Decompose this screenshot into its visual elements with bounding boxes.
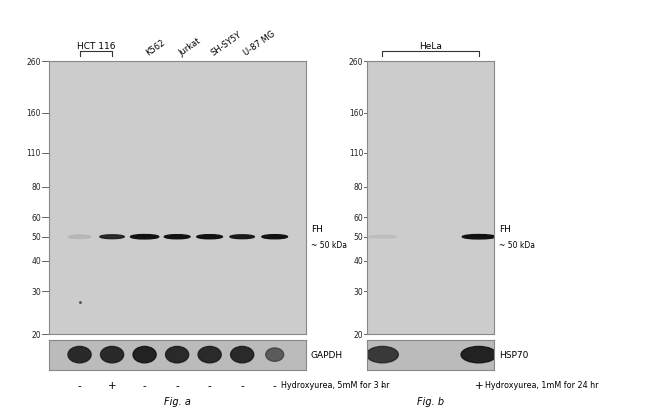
Text: -: - xyxy=(273,380,276,390)
Text: 110: 110 xyxy=(349,149,363,158)
Text: GAPDH: GAPDH xyxy=(311,350,343,359)
Text: HSP70: HSP70 xyxy=(499,350,528,359)
Text: ~ 50 kDa: ~ 50 kDa xyxy=(499,240,535,249)
Text: ~ 50 kDa: ~ 50 kDa xyxy=(311,240,346,249)
Text: 60: 60 xyxy=(31,213,41,222)
Text: Fig. a: Fig. a xyxy=(164,396,190,406)
Ellipse shape xyxy=(262,235,287,239)
Text: 80: 80 xyxy=(31,183,41,192)
Text: K562: K562 xyxy=(144,38,167,58)
Text: 30: 30 xyxy=(31,287,41,296)
Text: 160: 160 xyxy=(349,109,363,118)
Text: -: - xyxy=(240,380,244,390)
Ellipse shape xyxy=(198,347,221,363)
Ellipse shape xyxy=(131,235,159,240)
Text: Jurkat: Jurkat xyxy=(177,36,202,58)
Text: -: - xyxy=(143,380,146,390)
Text: +: + xyxy=(474,380,483,390)
Text: 30: 30 xyxy=(354,287,363,296)
Text: 110: 110 xyxy=(27,149,41,158)
Ellipse shape xyxy=(166,347,188,363)
Ellipse shape xyxy=(69,235,90,239)
Text: 80: 80 xyxy=(354,183,363,192)
Text: -: - xyxy=(78,380,81,390)
Text: 60: 60 xyxy=(354,213,363,222)
Ellipse shape xyxy=(367,347,398,363)
Text: SH-SY5Y: SH-SY5Y xyxy=(210,31,244,58)
Text: 20: 20 xyxy=(354,330,363,339)
Text: 40: 40 xyxy=(31,256,41,266)
Text: HeLa: HeLa xyxy=(419,41,442,50)
Text: 160: 160 xyxy=(27,109,41,118)
Ellipse shape xyxy=(100,235,124,239)
Text: U-87 MG: U-87 MG xyxy=(242,30,277,58)
Ellipse shape xyxy=(101,347,124,363)
Text: -: - xyxy=(176,380,179,390)
Text: 50: 50 xyxy=(31,233,41,242)
Ellipse shape xyxy=(68,347,91,363)
Ellipse shape xyxy=(197,235,222,239)
Ellipse shape xyxy=(231,347,254,363)
Ellipse shape xyxy=(369,236,396,239)
Ellipse shape xyxy=(230,235,254,239)
Text: Hydroxyurea, 1mM for 24 hr: Hydroxyurea, 1mM for 24 hr xyxy=(486,380,599,389)
Text: 260: 260 xyxy=(27,57,41,66)
Ellipse shape xyxy=(461,347,497,363)
Text: Fig. b: Fig. b xyxy=(417,396,444,406)
Text: Hydroxyurea, 5mM for 3 hr: Hydroxyurea, 5mM for 3 hr xyxy=(281,380,390,389)
Ellipse shape xyxy=(133,347,156,363)
Text: 260: 260 xyxy=(349,57,363,66)
Ellipse shape xyxy=(266,348,283,361)
Text: 20: 20 xyxy=(31,330,41,339)
Ellipse shape xyxy=(164,235,190,239)
Text: -: - xyxy=(381,380,384,390)
Text: FH: FH xyxy=(499,225,511,234)
Text: 40: 40 xyxy=(354,256,363,266)
Text: 50: 50 xyxy=(354,233,363,242)
Text: FH: FH xyxy=(311,225,322,234)
Text: HCT 116: HCT 116 xyxy=(77,41,115,50)
Ellipse shape xyxy=(462,235,495,240)
Text: +: + xyxy=(108,380,116,390)
Text: -: - xyxy=(208,380,211,390)
